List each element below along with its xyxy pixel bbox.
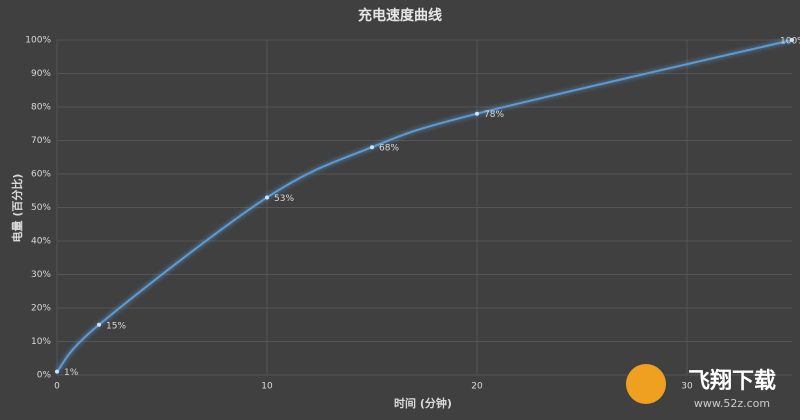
y-tick-label: 90%	[31, 69, 51, 79]
x-tick-label: 10	[261, 382, 273, 392]
point	[475, 111, 479, 116]
data-label: 78%	[484, 110, 504, 120]
watermark-brand: 飞翔下载	[688, 368, 776, 394]
data-label: 68%	[379, 144, 399, 154]
y-tick-label: 50%	[31, 203, 51, 213]
data-label: 100%	[780, 37, 800, 47]
line	[56, 39, 793, 373]
watermark-icon	[626, 364, 666, 404]
watermark: 飞翔下载 www.52z.com	[626, 364, 776, 410]
data-label: 1%	[64, 368, 79, 378]
x-tick-label: 20	[471, 382, 483, 392]
x-axis-label: 时间 (分钟)	[394, 396, 452, 410]
data-label: 15%	[106, 321, 126, 331]
y-axis-label: 电量 (百分比)	[10, 174, 24, 243]
watermark-url: www.52z.com	[694, 397, 770, 410]
y-tick-label: 70%	[31, 136, 51, 146]
x-tick-label: 30	[681, 382, 693, 392]
point	[790, 38, 794, 42]
y-tick-label: 30%	[31, 270, 51, 280]
y-tick-label: 0%	[37, 371, 52, 381]
x-tick-label: 0	[54, 382, 60, 392]
chart-title: 充电速度曲线	[358, 7, 442, 24]
data-label: 53%	[274, 194, 294, 204]
y-tick-label: 100%	[25, 36, 51, 46]
y-tick-label: 10%	[31, 337, 51, 347]
point	[97, 322, 101, 327]
y-tick-label: 40%	[31, 237, 51, 247]
point	[370, 145, 374, 150]
y-tick-label: 20%	[31, 304, 51, 314]
y-tick-label: 60%	[31, 170, 51, 180]
point	[265, 195, 269, 200]
point	[55, 369, 59, 374]
y-tick-label: 80%	[31, 103, 51, 113]
